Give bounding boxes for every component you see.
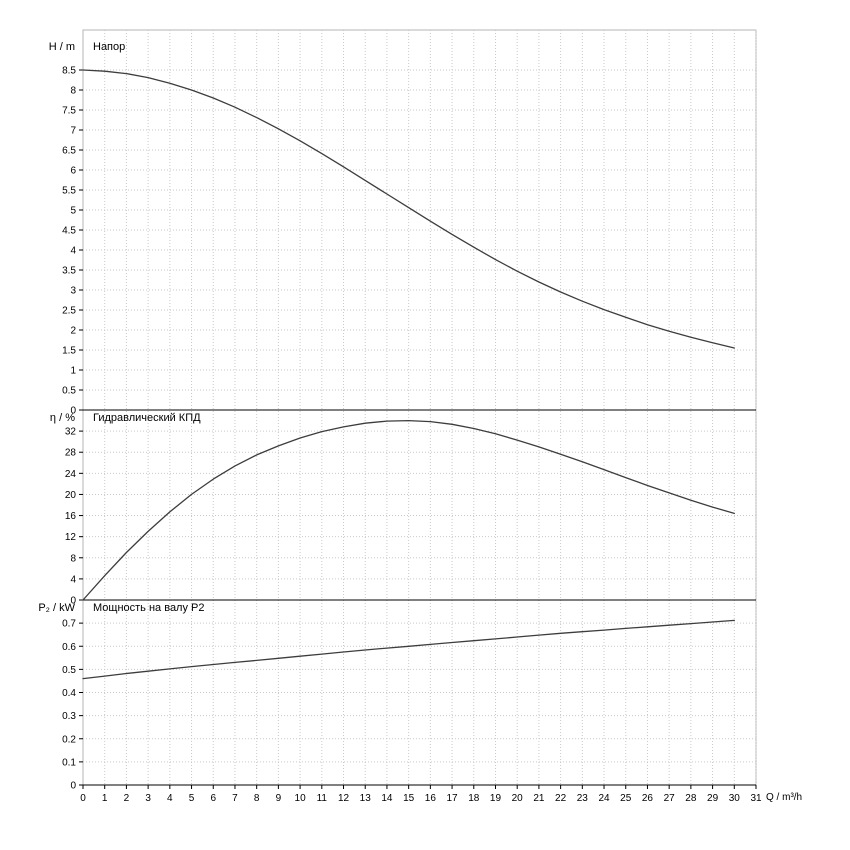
svg-text:0: 0 — [70, 596, 76, 607]
svg-text:0: 0 — [70, 781, 76, 792]
svg-text:1: 1 — [102, 793, 108, 804]
svg-text:14: 14 — [381, 793, 393, 804]
svg-text:30: 30 — [729, 793, 741, 804]
head-panel-title: Напор — [93, 41, 126, 53]
svg-text:7: 7 — [70, 126, 76, 137]
svg-text:26: 26 — [642, 793, 654, 804]
svg-text:27: 27 — [664, 793, 676, 804]
svg-text:11: 11 — [317, 793, 328, 804]
svg-text:20: 20 — [512, 793, 524, 804]
svg-text:0.2: 0.2 — [62, 734, 76, 745]
svg-text:6: 6 — [210, 793, 216, 804]
svg-text:16: 16 — [65, 511, 77, 522]
vertical-gridlines — [104, 30, 757, 785]
y-axis-ticks-panel-2: 0 4 8 12 16 20 24 28 32 — [65, 427, 83, 607]
efficiency-axis-unit-label: η / % — [49, 412, 75, 424]
svg-text:10: 10 — [295, 793, 307, 804]
svg-text:9: 9 — [276, 793, 282, 804]
svg-text:12: 12 — [338, 793, 350, 804]
svg-text:1: 1 — [70, 366, 76, 377]
svg-text:0.6: 0.6 — [62, 642, 76, 653]
svg-text:32: 32 — [65, 427, 77, 438]
svg-text:3: 3 — [70, 286, 76, 297]
svg-text:25: 25 — [620, 793, 632, 804]
svg-text:7: 7 — [232, 793, 238, 804]
power-curve — [82, 619, 735, 680]
svg-text:0.1: 0.1 — [62, 757, 76, 768]
svg-text:28: 28 — [685, 793, 697, 804]
svg-text:21: 21 — [533, 793, 545, 804]
svg-text:29: 29 — [707, 793, 719, 804]
svg-text:23: 23 — [577, 793, 589, 804]
svg-text:19: 19 — [490, 793, 502, 804]
head-axis-unit-label: H / m — [48, 41, 75, 53]
horizontal-gridlines-panel-1 — [83, 69, 756, 391]
svg-text:8: 8 — [70, 553, 76, 564]
svg-text:24: 24 — [65, 469, 77, 480]
y-axis-ticks-panel-3: 0 0.1 0.2 0.3 0.4 0.5 0.6 0.7 — [62, 619, 83, 792]
head-curve — [82, 69, 735, 349]
chart-frame — [82, 29, 757, 786]
svg-text:0.7: 0.7 — [62, 619, 76, 630]
x-axis-ticks: 0 1 2 3 4 5 6 7 8 9 10 11 12 13 14 15 16 17 18 19 20 21 22 23 24… — [80, 785, 762, 804]
svg-text:24: 24 — [598, 793, 610, 804]
svg-text:22: 22 — [555, 793, 567, 804]
svg-text:0.5: 0.5 — [62, 665, 76, 676]
svg-text:6: 6 — [70, 166, 76, 177]
efficiency-curve — [82, 419, 735, 601]
svg-text:2: 2 — [124, 793, 130, 804]
svg-text:12: 12 — [65, 532, 77, 543]
horizontal-gridlines-panel-3 — [83, 622, 756, 763]
svg-text:5.5: 5.5 — [62, 186, 76, 197]
svg-text:3.5: 3.5 — [62, 266, 76, 277]
svg-text:18: 18 — [468, 793, 480, 804]
svg-text:4.5: 4.5 — [62, 226, 76, 237]
svg-text:8.5: 8.5 — [62, 66, 76, 77]
svg-text:5: 5 — [189, 793, 195, 804]
svg-text:20: 20 — [65, 490, 77, 501]
power-axis-unit-label: P₂ / kW — [38, 602, 75, 614]
svg-text:2.5: 2.5 — [62, 306, 76, 317]
svg-text:1.5: 1.5 — [62, 346, 76, 357]
y-axis-ticks-panel-1: 0 0.5 1 1.5 2 2.5 3 3.5 4 4.5 5 5.5 6 6.5 7 7.5 8 8.5 — [62, 66, 83, 417]
svg-text:16: 16 — [425, 793, 437, 804]
horizontal-gridlines-panel-2 — [83, 430, 756, 580]
svg-text:8: 8 — [70, 86, 76, 97]
svg-text:28: 28 — [65, 448, 77, 459]
svg-text:4: 4 — [167, 793, 173, 804]
svg-text:7.5: 7.5 — [62, 106, 76, 117]
power-panel-title: Мощность на валу P2 — [93, 602, 205, 614]
svg-text:0.5: 0.5 — [62, 386, 76, 397]
svg-text:0.4: 0.4 — [62, 688, 76, 699]
svg-text:2: 2 — [70, 326, 76, 337]
svg-text:15: 15 — [403, 793, 415, 804]
svg-text:0.3: 0.3 — [62, 711, 76, 722]
svg-text:17: 17 — [447, 793, 459, 804]
svg-text:31: 31 — [750, 793, 762, 804]
svg-text:0: 0 — [70, 406, 76, 417]
svg-text:4: 4 — [70, 246, 76, 257]
svg-text:5: 5 — [70, 206, 76, 217]
efficiency-panel-title: Гидравлический КПД — [93, 412, 201, 424]
svg-text:8: 8 — [254, 793, 260, 804]
svg-text:13: 13 — [360, 793, 372, 804]
flow-axis-unit-label: Q / m³/h — [766, 792, 803, 803]
svg-text:4: 4 — [70, 574, 76, 585]
svg-text:3: 3 — [145, 793, 151, 804]
svg-text:6.5: 6.5 — [62, 146, 76, 157]
svg-text:0: 0 — [80, 793, 86, 804]
